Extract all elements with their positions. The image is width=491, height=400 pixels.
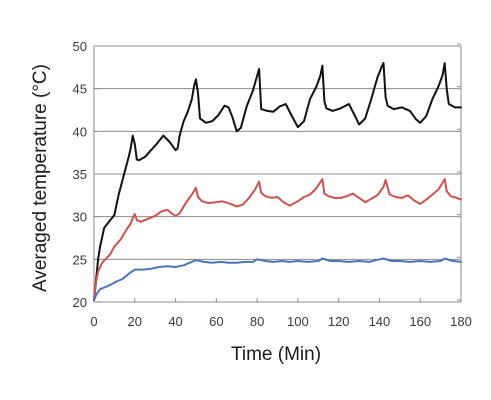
y-tick-label: 35 [73,167,87,182]
y-tick-label: 45 [73,82,87,97]
y-tick-label: 30 [73,210,87,225]
x-tick-label: 40 [168,314,182,329]
x-tick-label: 20 [128,314,142,329]
series-line-1 [93,62,462,302]
y-tick-label: 50 [73,39,87,54]
x-tick-label: 100 [287,314,309,329]
y-tick-labels: 20 25 30 35 40 45 50 [73,39,87,310]
grid-lines [94,88,461,260]
y-tick-label: 25 [73,252,87,267]
y-tick-label: 20 [73,295,87,310]
y-axis-title: Averaged temperature (°C) [30,64,51,292]
x-tick-label: 120 [328,314,350,329]
x-tick-label: 60 [209,314,223,329]
x-tick-label: 180 [450,314,472,329]
x-tick-label: 140 [369,314,391,329]
x-tick-label: 0 [90,314,97,329]
x-tick-label: 80 [250,314,264,329]
plot-frame [93,43,462,303]
x-axis-title: Time (Min) [231,344,321,365]
x-tick-label: 160 [409,314,431,329]
series-group [93,62,462,302]
x-tick-labels: 0 20 40 60 80 100 120 140 160 180 [90,314,471,329]
series-line-3 [93,257,462,302]
series-line-2 [93,178,462,299]
y-tick-label: 40 [73,124,87,139]
